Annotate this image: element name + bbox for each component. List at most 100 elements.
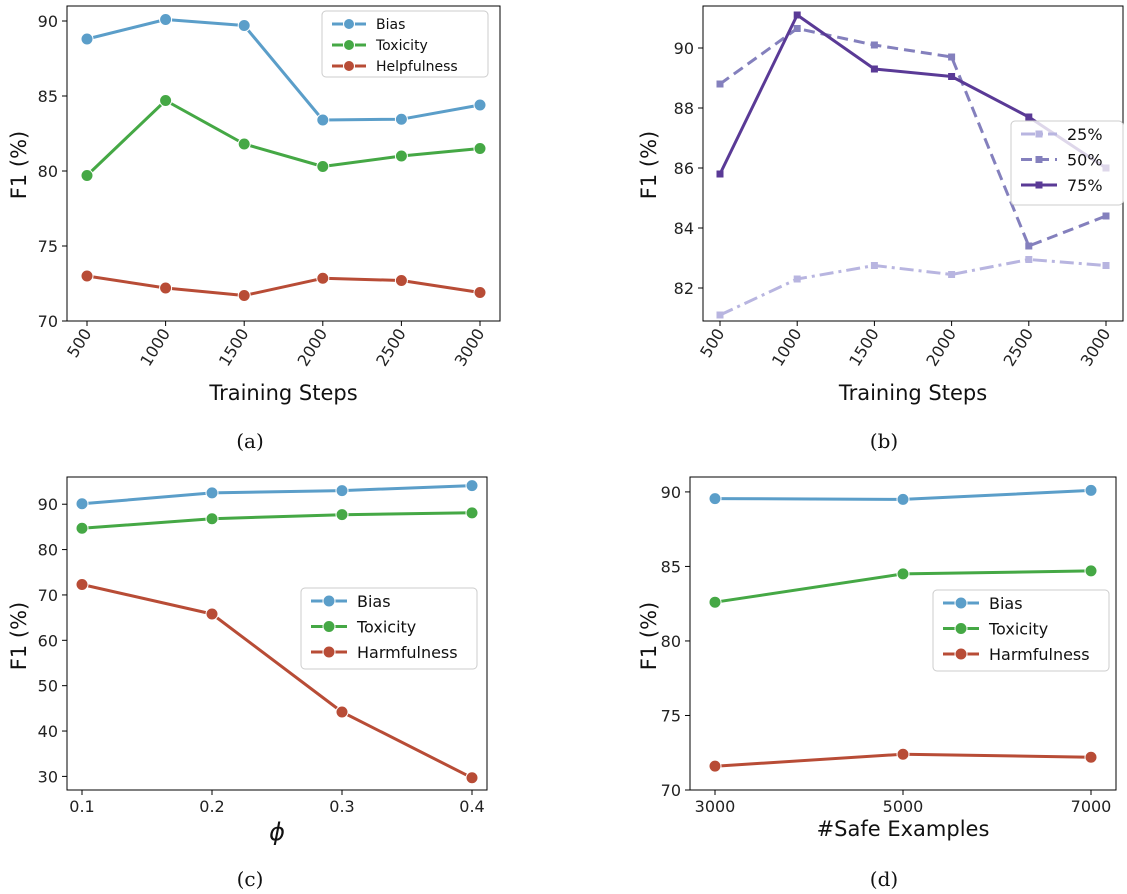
x-tick-label: 5000 [883, 797, 924, 816]
data-point [708, 595, 722, 609]
data-point [870, 41, 878, 49]
x-tick-label: 1500 [845, 325, 883, 370]
y-tick-label: 70 [661, 781, 681, 800]
legend-marker [343, 60, 355, 72]
x-tick-label: 2500 [372, 325, 410, 370]
y-axis-label: F1 (%) [637, 131, 661, 199]
data-point [316, 113, 330, 127]
data-point [316, 160, 330, 173]
data-point [870, 262, 878, 269]
y-tick-label: 80 [661, 632, 681, 651]
legend: Bias Toxicity Harmfulness [300, 587, 478, 670]
legend-label: Helpfulness [376, 59, 458, 75]
data-point [465, 771, 479, 785]
x-tick-label: 7000 [1071, 797, 1112, 816]
data-point [159, 94, 173, 107]
x-tick-label: 2000 [294, 325, 332, 370]
legend-marker [954, 622, 968, 635]
series-line-2 [81, 511, 473, 530]
chart-panel-a: 70 75 80 85 90 500 1000 1500 2000 2500 3000 Trainin… [7, 5, 501, 453]
x-tick-label: 0.4 [459, 797, 484, 816]
y-tick-label: 88 [674, 99, 694, 118]
data-point [1025, 242, 1033, 250]
y-axis-label: F1 (%) [7, 602, 31, 670]
series-line-2 [719, 27, 1107, 248]
data-point [237, 289, 251, 302]
legend-label: Bias [376, 17, 405, 33]
legend-label: 25% [1067, 125, 1103, 144]
series-line-1 [719, 258, 1107, 317]
x-axis-label: Training Steps [838, 381, 987, 405]
data-point [473, 142, 487, 155]
panel-caption: (d) [870, 867, 898, 891]
y-tick-label: 90 [38, 495, 58, 514]
x-axis-label: #Safe Examples [817, 817, 990, 841]
y-tick-label: 60 [38, 631, 58, 650]
data-point [80, 169, 94, 182]
x-tick-label: 3000 [1077, 325, 1115, 370]
legend-marker [343, 39, 355, 51]
chart-panel-c: 30 40 50 60 70 80 90 0.1 0.2 0.3 0.4 ϕ F1 (%) (c) Bias… [7, 476, 488, 891]
legend: Bias Toxicity Harmfulness [932, 589, 1110, 672]
y-axis-label: F1 (%) [637, 602, 661, 670]
legend: 25% 50% 75% [1010, 120, 1124, 206]
data-point [716, 170, 724, 178]
x-tick-label: 0.3 [329, 797, 354, 816]
data-point [870, 65, 878, 73]
x-tick-label: 1500 [215, 325, 253, 370]
y-tick-label: 80 [38, 541, 58, 560]
data-point [793, 275, 801, 283]
data-point [316, 271, 330, 285]
y-tick-label: 75 [661, 706, 681, 725]
data-point [159, 13, 173, 26]
data-point [793, 25, 801, 32]
data-point [394, 112, 408, 126]
data-point [237, 19, 251, 32]
legend-label: Harmfulness [989, 645, 1090, 664]
data-point [159, 281, 173, 295]
y-tick-label: 30 [38, 767, 58, 786]
data-point [708, 492, 722, 506]
x-tick-label: 3000 [695, 797, 736, 816]
data-point [335, 705, 349, 719]
data-point [1084, 564, 1098, 578]
legend-label: Toxicity [988, 619, 1048, 638]
data-point [1102, 212, 1110, 220]
y-tick-label: 70 [38, 586, 58, 605]
x-tick-label: 3000 [451, 325, 489, 370]
data-point [465, 506, 479, 520]
data-point [793, 11, 801, 19]
data-point [1025, 256, 1033, 263]
x-tick-label: 2500 [1000, 325, 1038, 370]
data-point [716, 80, 724, 88]
data-point [75, 497, 89, 511]
x-tick-label: 0.2 [199, 797, 224, 816]
legend-box [321, 10, 489, 78]
legend-label: 50% [1067, 150, 1103, 169]
y-tick-label: 50 [38, 677, 58, 696]
y-tick-label: 85 [38, 87, 58, 106]
y-tick-label: 80 [38, 162, 58, 181]
legend-marker [322, 620, 336, 633]
y-axis-label: F1 (%) [7, 131, 31, 199]
axes-frame [66, 5, 501, 322]
y-tick-label: 75 [38, 237, 58, 256]
x-tick-label: 2000 [922, 325, 960, 370]
x-tick-label: 1000 [136, 325, 174, 370]
y-tick-label: 40 [38, 722, 58, 741]
legend-marker [322, 594, 336, 608]
legend-marker [1035, 130, 1043, 138]
panel-caption: (b) [870, 429, 898, 453]
x-axis-label: Training Steps [208, 381, 357, 405]
data-point [948, 271, 956, 278]
series-line-1 [81, 484, 473, 506]
y-tick-label: 84 [674, 219, 694, 238]
data-point [473, 286, 487, 299]
legend: Bias Toxicity Helpfulness [321, 10, 489, 78]
y-tick-label: 85 [661, 557, 681, 576]
data-point [335, 484, 349, 498]
data-point [896, 492, 910, 506]
data-point [237, 137, 251, 151]
data-point [75, 521, 89, 535]
